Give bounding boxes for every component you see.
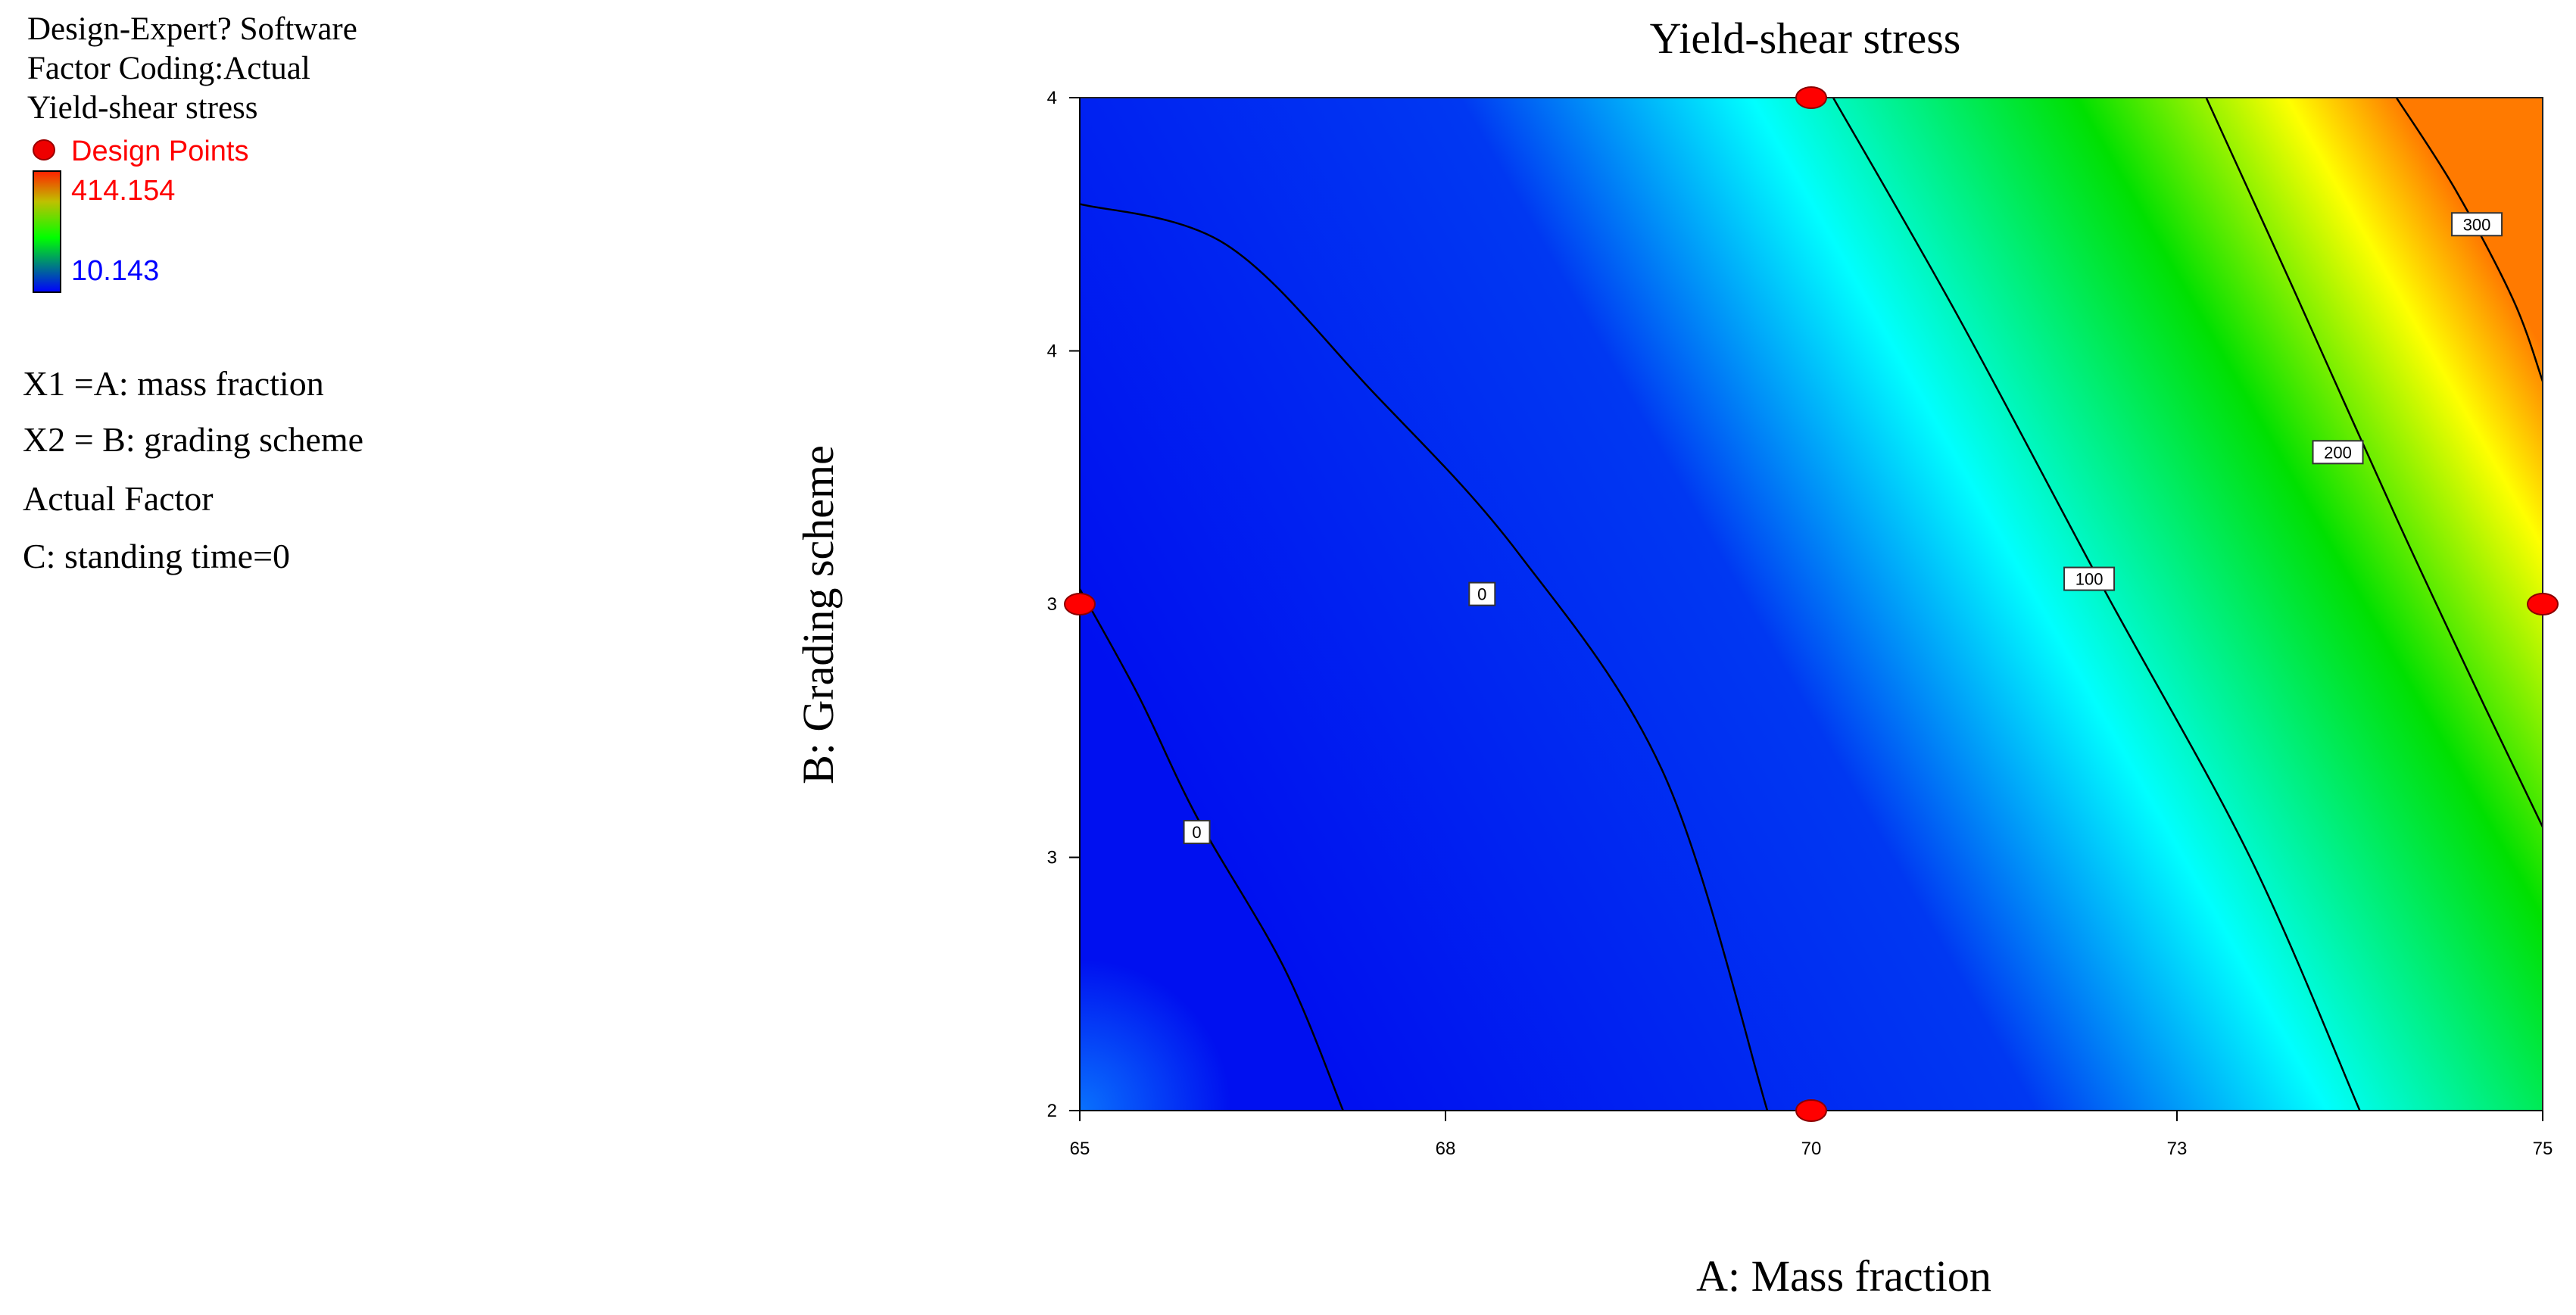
y-tick-label: 3 (1047, 848, 1057, 868)
color-scale-bar (33, 170, 61, 293)
response-surface-fill (1080, 98, 2543, 1111)
actual-factor-value: C: standing time=0 (23, 537, 290, 575)
contour-label: 300 (2463, 215, 2491, 234)
x-tick-label: 73 (2167, 1139, 2188, 1159)
contour-line (2395, 98, 2543, 382)
contour-label-box (2063, 566, 2116, 591)
contour-line (1080, 203, 1769, 1111)
response-surface-corner (1080, 959, 1231, 1111)
design-point (1795, 86, 1827, 109)
y-tick-label: 3 (1047, 594, 1057, 615)
design-point (1064, 593, 1096, 615)
y-tick-label: 4 (1047, 341, 1057, 362)
x-tick-label: 70 (1801, 1139, 1822, 1159)
design-points (1064, 86, 2559, 1122)
y-tick-label: 4 (1047, 88, 1057, 108)
contour-label-box (1183, 820, 1211, 845)
response-label: Yield-shear stress (27, 90, 258, 126)
contour-labels: 0 0 100 200 300 (1183, 212, 2503, 845)
contour-label: 0 (1477, 585, 1486, 604)
info-panel: Design-Expert? Software Factor Coding:Ac… (23, 11, 363, 575)
y-tick-label: 2 (1047, 1101, 1057, 1121)
x1-definition: X1 =A: mass fraction (23, 364, 324, 403)
contour-label: 100 (2075, 570, 2104, 589)
contour-line (2205, 98, 2543, 827)
plot-area: 0 0 100 200 300 (1079, 97, 2543, 1111)
x-tick-label: 68 (1436, 1139, 1456, 1159)
software-label: Design-Expert? Software (27, 11, 357, 47)
scale-max-label: 414.154 (71, 175, 175, 207)
contour-label-box (2451, 212, 2503, 237)
contour-label-box (1468, 581, 1496, 606)
actual-factor-heading: Actual Factor (23, 479, 214, 518)
x-axis-title: A: Mass fraction (1696, 1251, 1991, 1301)
scale-min-label: 10.143 (71, 255, 159, 287)
design-point (1795, 1099, 1827, 1122)
contour-label: 0 (1192, 823, 1201, 842)
y-axis-title: B: Grading scheme (794, 445, 843, 784)
factor-coding-label: Factor Coding:Actual (27, 51, 310, 86)
x2-definition: X2 = B: grading scheme (23, 420, 363, 459)
contour-label: 200 (2324, 443, 2352, 462)
design-point-legend-icon (33, 139, 55, 160)
contour-label-box (2312, 440, 2364, 465)
chart-title: Yield-shear stress (1650, 14, 1961, 63)
design-point (2527, 593, 2559, 615)
x-tick-label: 75 (2533, 1139, 2553, 1159)
x-tick-label: 65 (1070, 1139, 1090, 1159)
design-points-label: Design Points (71, 136, 248, 167)
